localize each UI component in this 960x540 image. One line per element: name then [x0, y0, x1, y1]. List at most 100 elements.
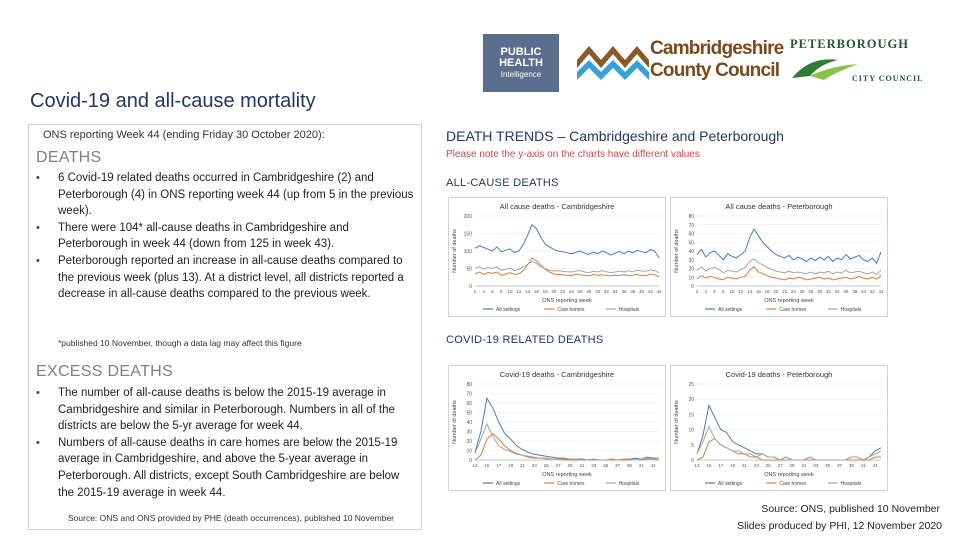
series-line-all-settings	[474, 223, 660, 259]
covid-label: COVID-19 RELATED DEATHS	[446, 334, 604, 346]
x-tick-label: 24	[569, 289, 575, 294]
x-tick-label: 31	[579, 463, 585, 468]
x-tick-label: 20	[551, 289, 557, 294]
x-tick-label: 23	[754, 463, 760, 468]
chart-covid-peterborough: Covid-19 deaths - Peterborough Number of …	[670, 365, 888, 491]
phi-logo-line1: PUBLIC	[500, 45, 542, 58]
y-tick-label: 0	[469, 284, 472, 290]
y-tick-label: 20	[688, 397, 694, 403]
y-tick-label: 15	[688, 412, 694, 418]
y-axis-label: Number of deaths	[452, 400, 458, 444]
y-axis-note: Please note the y-axis on the charts hav…	[446, 149, 700, 160]
x-tick-label: 34	[835, 289, 841, 294]
series-line-care-homes	[696, 266, 882, 281]
footer-source: Source: ONS, published 10 November	[761, 503, 940, 515]
trends-heading: DEATH TRENDS – Cambridgeshire and Peterb…	[446, 128, 784, 144]
x-tick-label: 19	[508, 463, 514, 468]
phi-logo-line2: HEALTH	[499, 56, 543, 69]
chart-all-cause-peterborough: All cause deaths - Peterborough Number of…	[670, 197, 888, 317]
week-line: ONS reporting Week 44 (ending Friday 30 …	[43, 129, 325, 141]
chart-all-cause-cambridgeshire: All cause deaths - Cambridgeshire Number …	[448, 197, 666, 317]
legend-label: Hospitals	[841, 307, 862, 313]
x-tick-label: 29	[567, 463, 573, 468]
y-tick-label: 25	[688, 382, 694, 388]
x-tick-label: 37	[837, 463, 843, 468]
x-tick-label: 26	[578, 289, 584, 294]
y-tick-label: 150	[464, 232, 473, 238]
x-tick-label: 37	[615, 463, 621, 468]
x-tick-label: 23	[532, 463, 538, 468]
summary-panel	[28, 124, 422, 530]
x-tick-label: 35	[825, 463, 831, 468]
x-tick-label: 10	[730, 289, 736, 294]
x-tick-label: 32	[604, 289, 610, 294]
chart-title: All cause deaths - Peterborough	[725, 202, 832, 211]
y-tick-label: 100	[464, 249, 473, 255]
chart-title: Covid-19 deaths - Cambridgeshire	[500, 370, 614, 379]
x-tick-label: 41	[861, 463, 867, 468]
x-tick-label: 22	[560, 289, 566, 294]
x-tick-label: 12	[738, 289, 744, 294]
x-tick-label: 16	[534, 289, 540, 294]
x-axis-label: ONS reporting week	[542, 472, 592, 478]
legend-label: All settings	[718, 481, 743, 487]
legend-label: Hospitals	[619, 307, 640, 313]
y-tick-label: 70	[688, 223, 694, 229]
ccc-logo-text: Cambridgeshire County Council	[650, 38, 784, 82]
x-tick-label: 17	[496, 463, 502, 468]
x-tick-label: 40	[861, 289, 867, 294]
x-tick-label: 39	[849, 463, 855, 468]
legend-label: All settings	[496, 481, 521, 487]
x-tick-label: 17	[718, 463, 724, 468]
y-tick-label: 20	[688, 267, 694, 273]
x-tick-label: 30	[595, 289, 601, 294]
y-tick-label: 60	[688, 232, 694, 238]
x-tick-label: 36	[843, 289, 849, 294]
x-tick-label: 27	[556, 463, 562, 468]
peterborough-logo-sub: CITY COUNCIL	[852, 74, 924, 83]
x-tick-label: 6	[491, 289, 494, 294]
series-line-all-settings	[696, 403, 882, 461]
x-tick-label: 31	[801, 463, 807, 468]
y-tick-label: 80	[466, 382, 472, 388]
x-tick-label: 13	[472, 463, 478, 468]
peterborough-logo-mark	[792, 59, 858, 80]
y-axis-label: Number of deaths	[674, 229, 680, 273]
left-source: Source: ONS and ONS provided by PHE (dea…	[68, 513, 394, 523]
phi-logo-line3: Intelligence	[500, 69, 542, 79]
ccc-logo-line2: County Council	[650, 60, 780, 81]
y-tick-label: 80	[688, 214, 694, 220]
x-tick-label: 15	[706, 463, 712, 468]
x-tick-label: 32	[826, 289, 832, 294]
chart-title: All cause deaths - Cambridgeshire	[500, 202, 615, 211]
x-tick-label: 28	[586, 289, 592, 294]
x-tick-label: 19	[730, 463, 736, 468]
y-tick-label: 40	[466, 420, 472, 426]
excess-bullets: The number of all-cause deaths is below …	[36, 385, 416, 501]
excess-bullet: The number of all-cause deaths is below …	[36, 385, 416, 435]
series-line-hospitals	[474, 422, 660, 461]
footer-slides: Slides produced by PHI, 12 November 2020	[737, 520, 942, 532]
legend-label: Hospitals	[841, 481, 862, 487]
x-tick-label: 25	[544, 463, 550, 468]
y-tick-label: 20	[466, 439, 472, 445]
x-tick-label: 6	[713, 289, 716, 294]
x-axis-label: ONS reporting week	[542, 298, 592, 304]
x-tick-label: 25	[766, 463, 772, 468]
x-tick-label: 14	[747, 289, 753, 294]
series-line-hospitals	[696, 258, 882, 276]
x-axis-label: ONS reporting week	[764, 472, 814, 478]
x-tick-label: 35	[603, 463, 609, 468]
all-cause-label: ALL-CAUSE DEATHS	[446, 177, 559, 189]
deaths-bullet: 6 Covid-19 related deaths occurred in Ca…	[36, 170, 416, 220]
x-tick-label: 43	[651, 463, 657, 468]
x-tick-label: 34	[613, 289, 619, 294]
x-tick-label: 4	[483, 289, 486, 294]
x-tick-label: 8	[500, 289, 503, 294]
x-tick-label: 14	[525, 289, 531, 294]
series-line-hospitals	[474, 260, 660, 274]
deaths-bullet: Peterborough reported an increase in all…	[36, 253, 416, 303]
x-tick-label: 36	[621, 289, 627, 294]
y-tick-label: 70	[466, 392, 472, 398]
x-tick-label: 39	[627, 463, 633, 468]
